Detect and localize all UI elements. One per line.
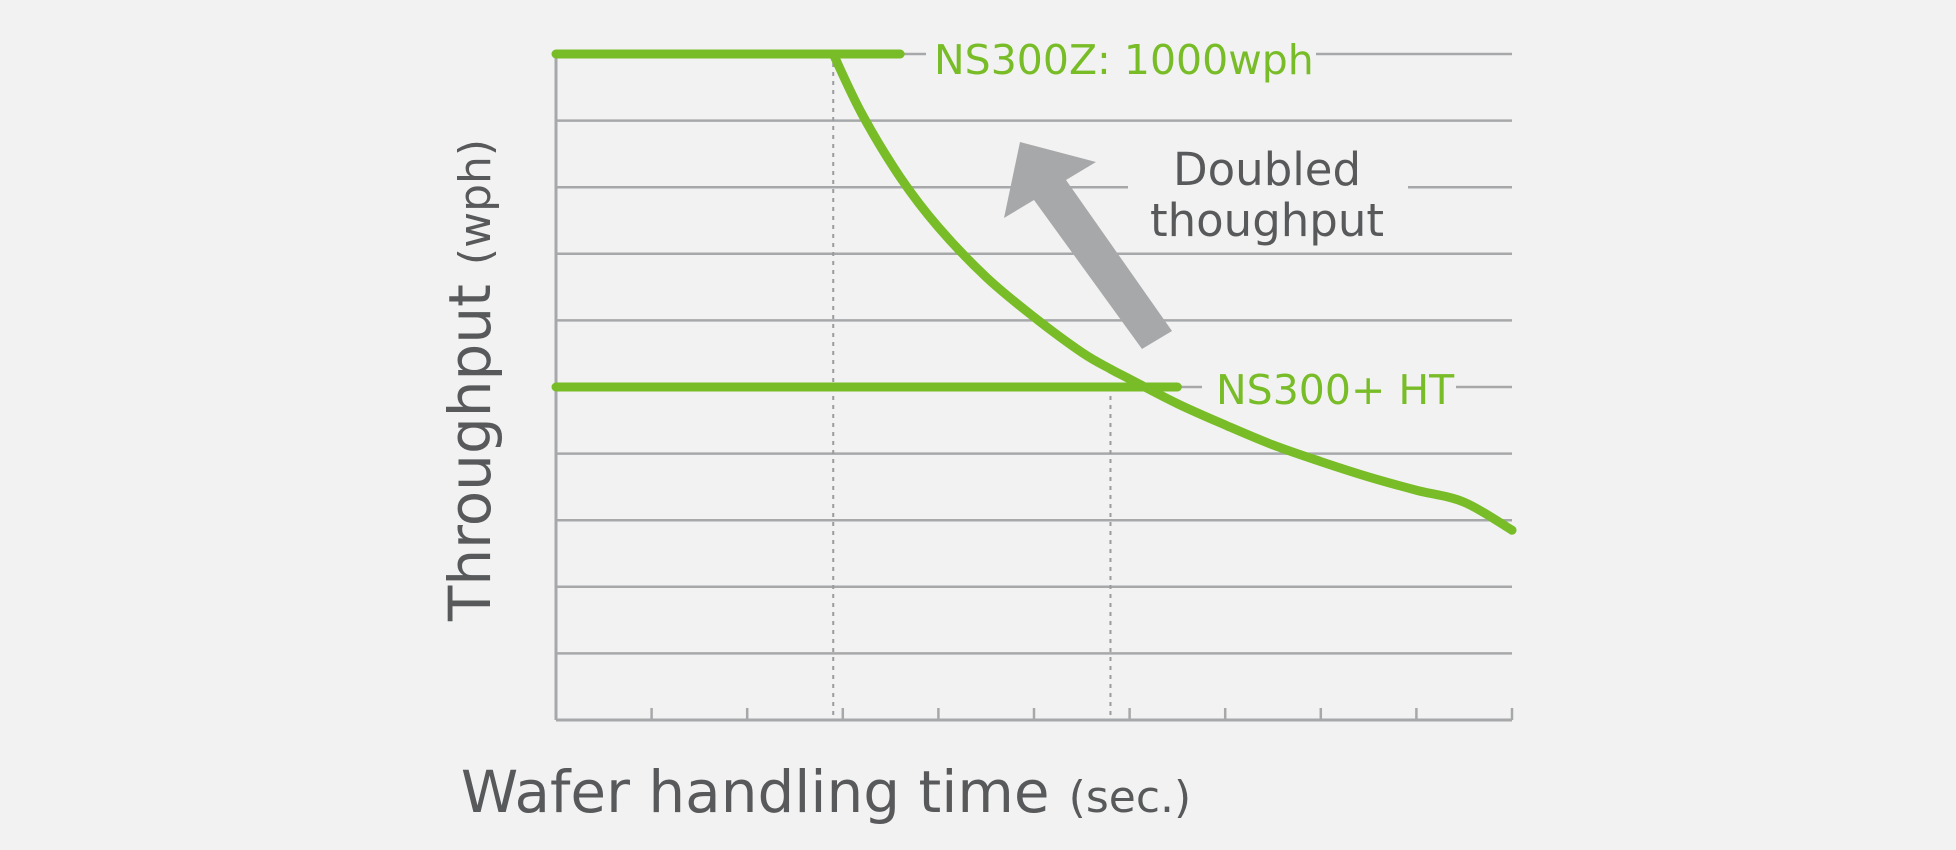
series-curve <box>828 49 1517 535</box>
label-layer: NS300Z: 1000wph NS300+ HT Doubled though… <box>436 36 1455 826</box>
doubled-arrow-icon <box>1004 142 1172 349</box>
x-axis-label: Wafer handling time <box>461 758 1050 826</box>
annotation-gap <box>1128 181 1408 194</box>
label-gap-0 <box>926 48 1316 60</box>
y-axis-unit: (wph) <box>450 139 501 265</box>
label-gap-1 <box>1202 381 1456 393</box>
x-axis-title: Wafer handling time (sec.) <box>461 758 1191 826</box>
annotation-line-2: thoughput <box>1150 194 1384 247</box>
arrow-layer <box>1004 142 1172 349</box>
series-label-ns300-ht: NS300+ HT <box>1216 366 1455 414</box>
annotation-line-1: Doubled <box>1173 143 1361 196</box>
series-label-ns300z: NS300Z: 1000wph <box>934 36 1314 84</box>
y-axis-title: Throughput (wph) <box>436 139 504 622</box>
grid-layer <box>556 48 1512 655</box>
x-axis-unit: (sec.) <box>1069 772 1192 823</box>
series-layer <box>551 49 1517 535</box>
y-axis-label: Throughput <box>436 284 504 622</box>
